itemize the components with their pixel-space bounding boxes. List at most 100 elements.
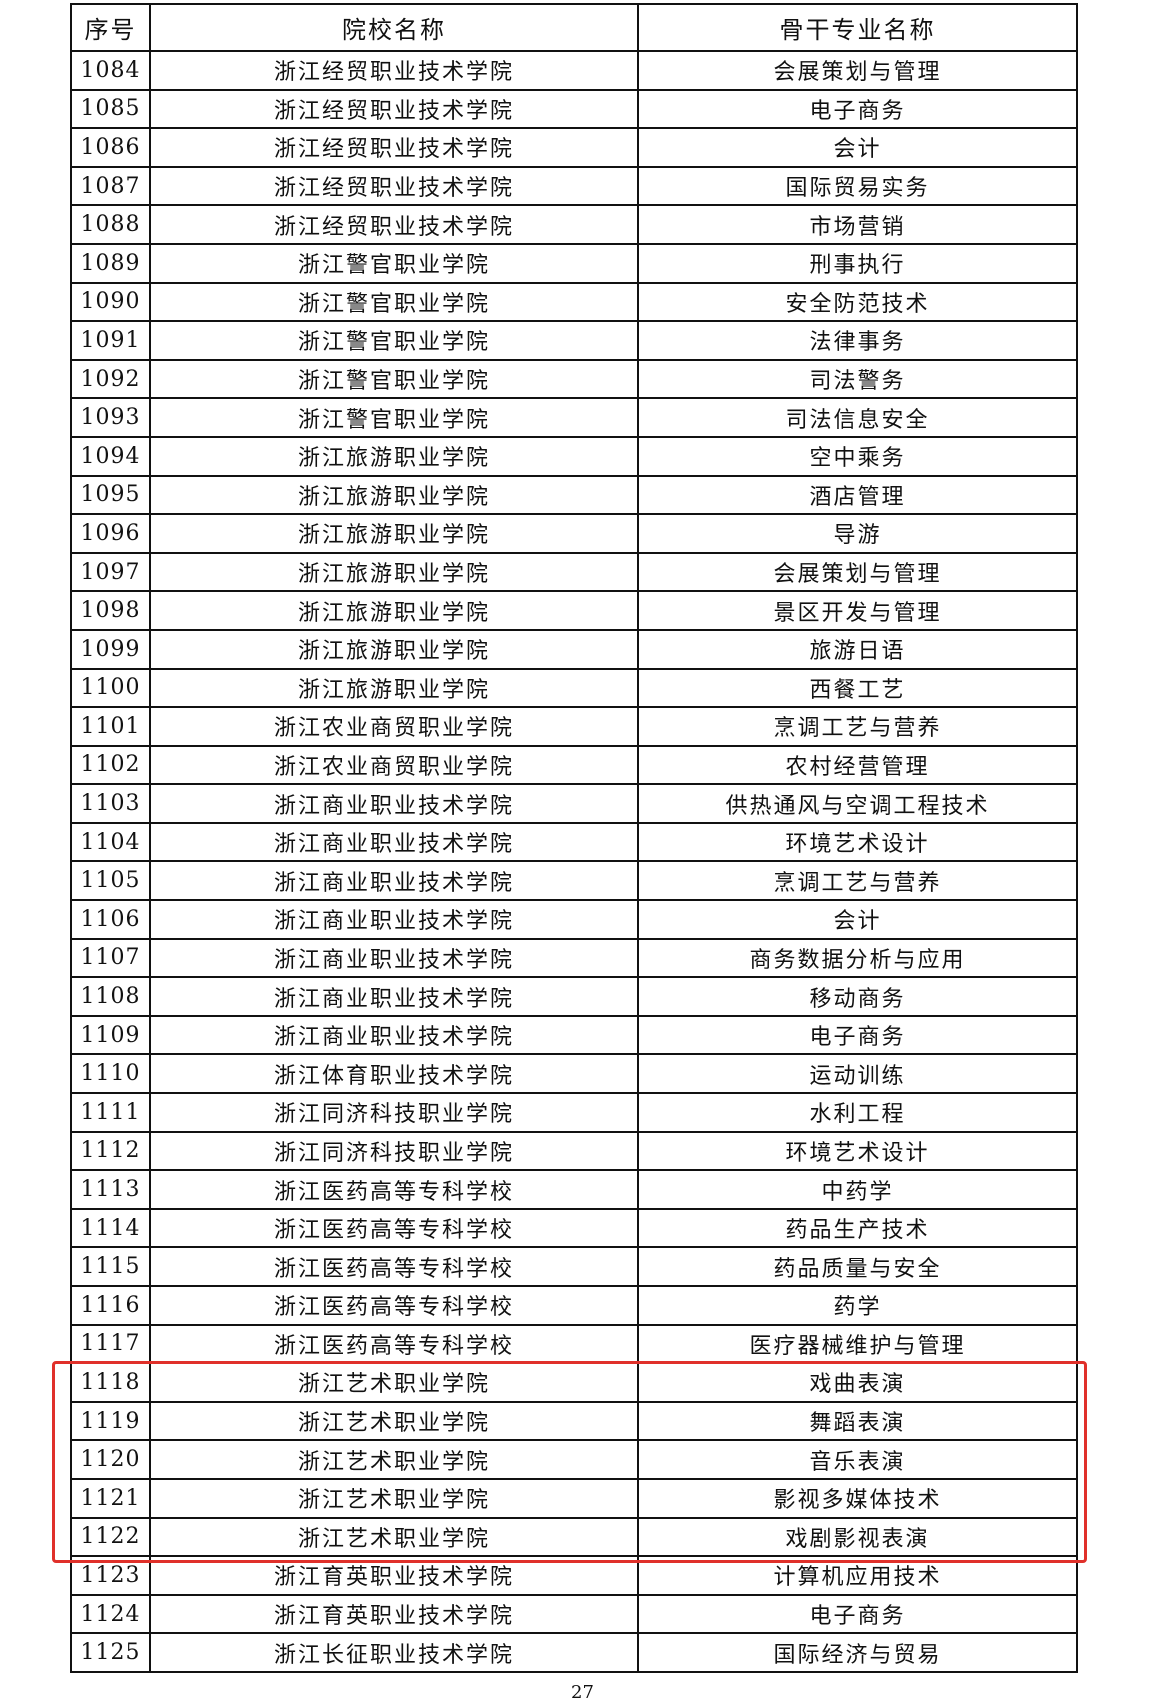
cell-major: 中药学 [637, 1169, 1078, 1210]
cell-school: 浙江体育职业技术学院 [149, 1053, 639, 1095]
cell-index: 1090 [70, 281, 151, 323]
cell-major: 会计 [637, 127, 1078, 168]
header-index: 序号 [70, 3, 151, 52]
cell-index: 1124 [70, 1593, 151, 1635]
cell-index: 1118 [70, 1362, 151, 1403]
cell-school: 浙江艺术职业学院 [149, 1439, 639, 1480]
table-row: 1091 浙江警官职业学院 法律事务 [70, 320, 1078, 361]
cell-index: 1109 [70, 1014, 151, 1056]
cell-school: 浙江医药高等专科学校 [149, 1323, 639, 1365]
table-row: 1092 浙江警官职业学院 司法警务 [70, 358, 1078, 400]
table-row: 1093 浙江警官职业学院 司法信息安全 [70, 397, 1078, 438]
cell-major: 酒店管理 [637, 474, 1078, 516]
table-row: 1114 浙江医药高等专科学校 药品生产技术 [70, 1207, 1078, 1249]
cell-index: 1125 [70, 1632, 151, 1673]
cell-school: 浙江长征职业技术学院 [149, 1632, 639, 1673]
table-row: 1125 浙江长征职业技术学院 国际经济与贸易 [70, 1632, 1078, 1673]
cell-school: 浙江艺术职业学院 [149, 1400, 639, 1442]
table-row: 1124 浙江育英职业技术学院 电子商务 [70, 1593, 1078, 1635]
table-row: 1109 浙江商业职业技术学院 电子商务 [70, 1014, 1078, 1056]
cell-school: 浙江旅游职业学院 [149, 513, 639, 554]
cell-major: 环境艺术设计 [637, 1130, 1078, 1172]
cell-school: 浙江育英职业技术学院 [149, 1593, 639, 1635]
cell-school: 浙江警官职业学院 [149, 281, 639, 323]
cell-school: 浙江经贸职业技术学院 [149, 50, 639, 91]
table-row: 1104 浙江商业职业技术学院 环境艺术设计 [70, 821, 1078, 863]
cell-major: 会计 [637, 899, 1078, 940]
cell-major: 环境艺术设计 [637, 821, 1078, 863]
cell-school: 浙江医药高等专科学校 [149, 1207, 639, 1249]
cell-index: 1100 [70, 667, 151, 709]
table-row: 1117 浙江医药高等专科学校 医疗器械维护与管理 [70, 1323, 1078, 1365]
table-row: 1112 浙江同济科技职业学院 环境艺术设计 [70, 1130, 1078, 1172]
cell-school: 浙江艺术职业学院 [149, 1516, 639, 1558]
cell-major: 旅游日语 [637, 628, 1078, 670]
cell-school: 浙江旅游职业学院 [149, 474, 639, 516]
cell-school: 浙江警官职业学院 [149, 320, 639, 361]
cell-index: 1119 [70, 1400, 151, 1442]
table-row: 1118 浙江艺术职业学院 戏曲表演 [70, 1362, 1078, 1403]
table-row: 1113 浙江医药高等专科学校 中药学 [70, 1169, 1078, 1210]
cell-major: 导游 [637, 513, 1078, 554]
cell-index: 1096 [70, 513, 151, 554]
cell-index: 1112 [70, 1130, 151, 1172]
cell-major: 电子商务 [637, 88, 1078, 130]
cell-school: 浙江商业职业技术学院 [149, 860, 639, 902]
cell-major: 供热通风与空调工程技术 [637, 783, 1078, 824]
cell-major: 安全防范技术 [637, 281, 1078, 323]
cell-major: 西餐工艺 [637, 667, 1078, 709]
cell-school: 浙江农业商贸职业学院 [149, 744, 639, 786]
cell-index: 1086 [70, 127, 151, 168]
cell-school: 浙江商业职业技术学院 [149, 1014, 639, 1056]
table-row: 1110 浙江体育职业技术学院 运动训练 [70, 1053, 1078, 1095]
cell-school: 浙江艺术职业学院 [149, 1477, 639, 1519]
cell-major: 电子商务 [637, 1014, 1078, 1056]
table-row: 1097 浙江旅游职业学院 会展策划与管理 [70, 551, 1078, 593]
cell-index: 1115 [70, 1246, 151, 1287]
table-row: 1111 浙江同济科技职业学院 水利工程 [70, 1092, 1078, 1133]
cell-major: 景区开发与管理 [637, 590, 1078, 631]
header-major: 骨干专业名称 [637, 3, 1078, 52]
cell-index: 1092 [70, 358, 151, 400]
cell-index: 1094 [70, 435, 151, 477]
cell-school: 浙江农业商贸职业学院 [149, 706, 639, 747]
cell-school: 浙江旅游职业学院 [149, 667, 639, 709]
cell-index: 1111 [70, 1092, 151, 1133]
cell-school: 浙江商业职业技术学院 [149, 899, 639, 940]
cell-school: 浙江经贸职业技术学院 [149, 88, 639, 130]
table-row: 1094 浙江旅游职业学院 空中乘务 [70, 435, 1078, 477]
table-row: 1100 浙江旅游职业学院 西餐工艺 [70, 667, 1078, 709]
cell-major: 计算机应用技术 [637, 1555, 1078, 1596]
cell-index: 1093 [70, 397, 151, 438]
cell-index: 1099 [70, 628, 151, 670]
cell-school: 浙江商业职业技术学院 [149, 783, 639, 824]
cell-index: 1095 [70, 474, 151, 516]
cell-major: 农村经营管理 [637, 744, 1078, 786]
majors-table: 序号 院校名称 骨干专业名称 1084 浙江经贸职业技术学院 会展策划与管理 1085… [70, 3, 1078, 1673]
cell-major: 电子商务 [637, 1593, 1078, 1635]
cell-major: 市场营销 [637, 204, 1078, 245]
cell-school: 浙江商业职业技术学院 [149, 976, 639, 1017]
table-row: 1087 浙江经贸职业技术学院 国际贸易实务 [70, 165, 1078, 207]
table-row: 1119 浙江艺术职业学院 舞蹈表演 [70, 1400, 1078, 1442]
cell-school: 浙江经贸职业技术学院 [149, 127, 639, 168]
cell-index: 1113 [70, 1169, 151, 1210]
cell-school: 浙江旅游职业学院 [149, 435, 639, 477]
cell-school: 浙江旅游职业学院 [149, 628, 639, 670]
cell-index: 1121 [70, 1477, 151, 1519]
cell-index: 1084 [70, 50, 151, 91]
cell-index: 1098 [70, 590, 151, 631]
cell-major: 药品生产技术 [637, 1207, 1078, 1249]
cell-index: 1114 [70, 1207, 151, 1249]
table-row: 1090 浙江警官职业学院 安全防范技术 [70, 281, 1078, 323]
cell-index: 1087 [70, 165, 151, 207]
table-row: 1085 浙江经贸职业技术学院 电子商务 [70, 88, 1078, 130]
cell-index: 1116 [70, 1285, 151, 1326]
cell-major: 国际贸易实务 [637, 165, 1078, 207]
cell-major: 移动商务 [637, 976, 1078, 1017]
cell-school: 浙江医药高等专科学校 [149, 1285, 639, 1326]
table-row: 1120 浙江艺术职业学院 音乐表演 [70, 1439, 1078, 1480]
cell-school: 浙江同济科技职业学院 [149, 1092, 639, 1133]
cell-index: 1101 [70, 706, 151, 747]
table-row: 1103 浙江商业职业技术学院 供热通风与空调工程技术 [70, 783, 1078, 824]
